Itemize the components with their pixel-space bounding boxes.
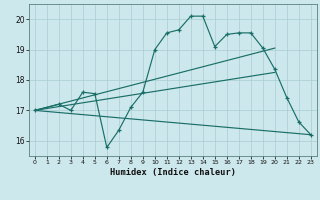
X-axis label: Humidex (Indice chaleur): Humidex (Indice chaleur) bbox=[110, 168, 236, 177]
